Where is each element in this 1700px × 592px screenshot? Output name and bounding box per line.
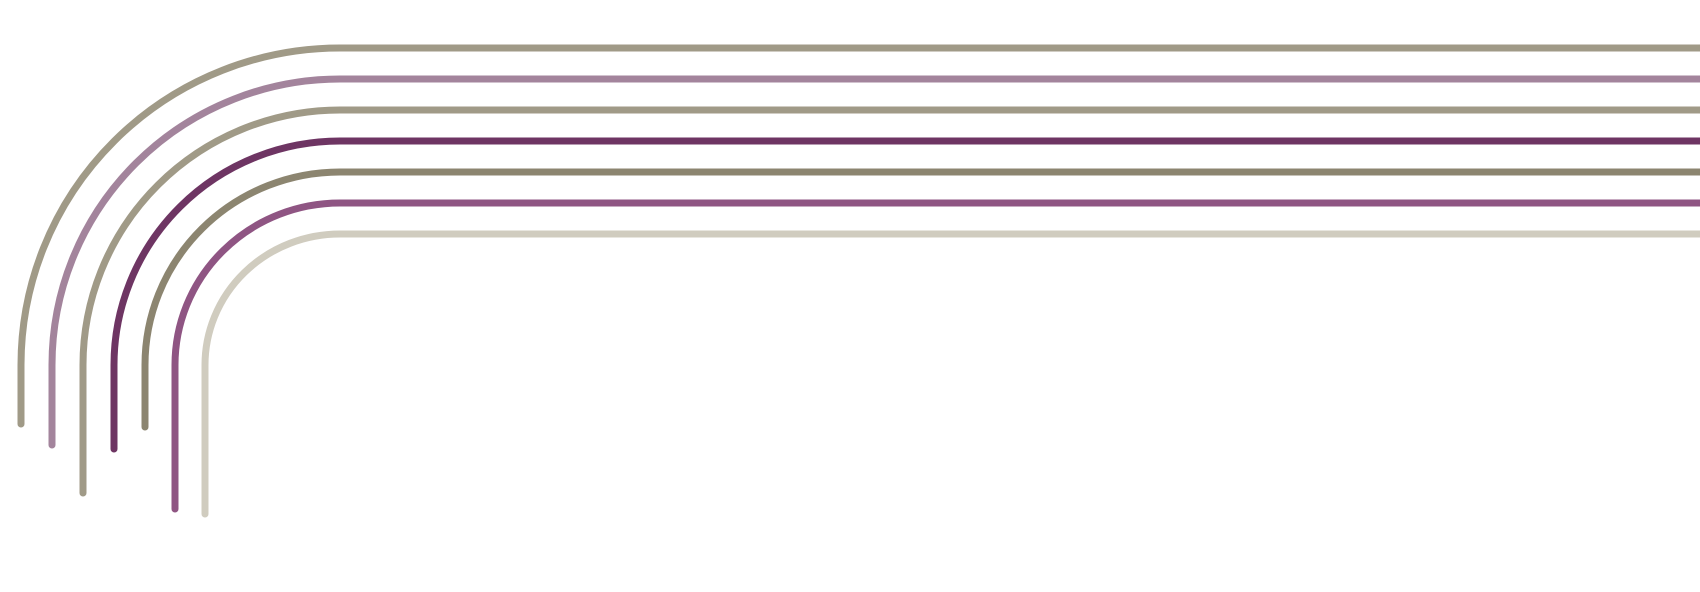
curved-line-3 [79, 106, 1700, 497]
curved-line-1 [17, 44, 1700, 428]
curved-line-2 [48, 75, 1700, 449]
curved-line-4 [110, 137, 1700, 453]
curved-line-6 [171, 199, 1700, 513]
curved-line-7 [201, 230, 1700, 518]
curved-line-5 [141, 168, 1700, 431]
